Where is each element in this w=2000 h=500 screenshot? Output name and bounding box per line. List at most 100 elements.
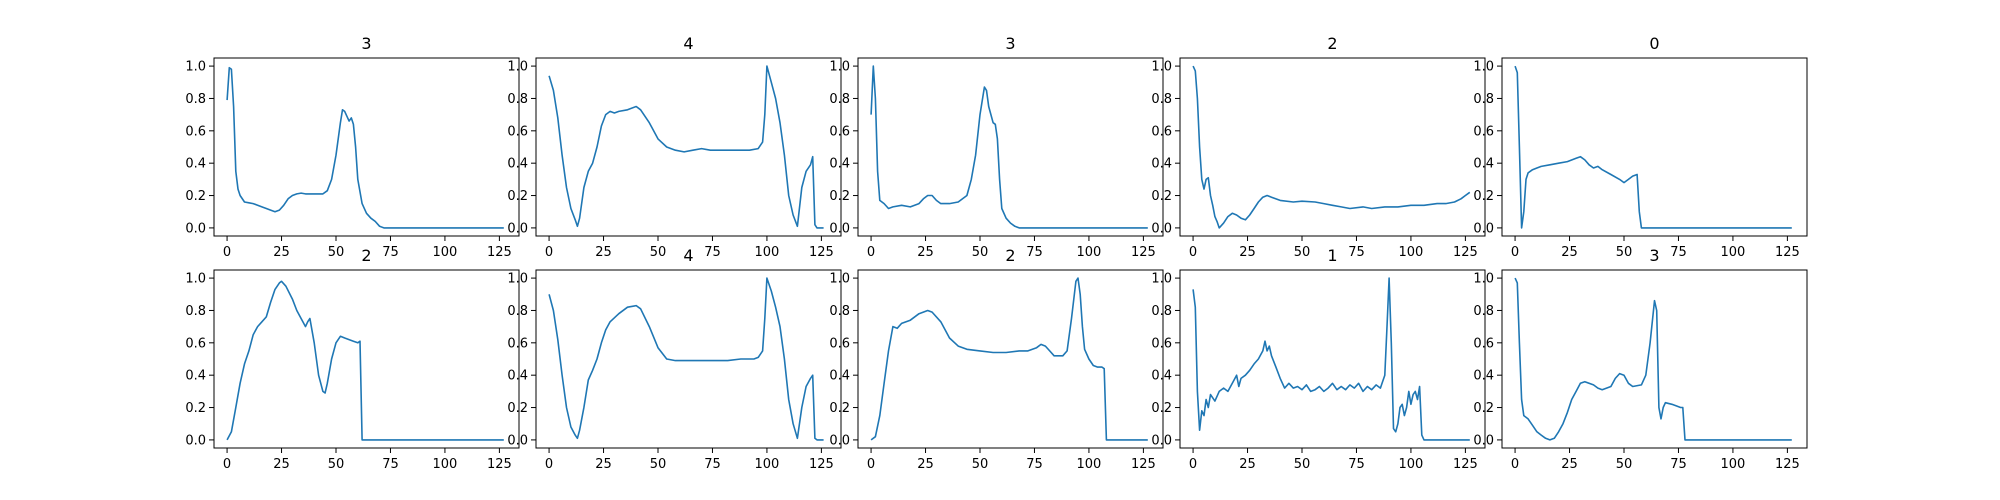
y-tick-label: 0.2 [507,189,528,204]
x-tick-label: 50 [650,457,667,472]
subplot-title: 1 [1327,246,1337,265]
x-tick-label: 125 [1775,457,1800,472]
x-tick-label: 0 [1189,245,1197,260]
y-tick-label: 0.0 [507,433,528,448]
series-line [870,277,1148,441]
y-tick-label: 0.0 [185,221,206,236]
y-tick-label: 1.0 [829,60,850,75]
series-line [1514,277,1792,441]
x-tick-label: 50 [1616,245,1633,260]
x-tick-label: 0 [545,245,553,260]
y-tick-label: 0.2 [185,189,206,204]
x-tick-label: 100 [1721,457,1746,472]
x-tick-label: 75 [704,245,721,260]
plot-frame [213,57,520,237]
x-tick-label: 100 [1721,245,1746,260]
y-tick-label: 0.6 [829,124,850,139]
subplot-7: 4 0 25 50 75 100 125 0.0 0.2 0.4 0.6 0.8 1.0 [507,246,842,472]
x-tick-label: 75 [382,457,399,472]
y-tick-label: 1.0 [1151,272,1172,287]
x-tick-label: 100 [755,457,780,472]
x-tick-label: 75 [704,457,721,472]
subplot-5: 0 0 25 50 75 100 125 0.0 0.2 0.4 0.6 0.8 1.0 [1473,34,1808,260]
subplot-title: 4 [683,246,693,265]
x-tick-label: 25 [595,457,612,472]
y-tick-label: 0.0 [507,221,528,236]
subplot-10: 3 0 25 50 75 100 125 0.0 0.2 0.4 0.6 0.8 1.0 [1473,246,1808,472]
series-line [226,280,504,441]
x-tick-label: 0 [223,457,231,472]
y-tick-label: 0.4 [1473,157,1494,172]
series-line [226,66,504,229]
y-tick-label: 0.6 [507,336,528,351]
plot-frame [535,269,842,449]
y-tick-label: 1.0 [507,60,528,75]
y-tick-label: 0.8 [185,92,206,107]
x-tick-label: 25 [1239,457,1256,472]
y-tick-label: 0.6 [507,124,528,139]
x-tick-label: 100 [1077,457,1102,472]
x-tick-label: 50 [328,245,345,260]
y-tick-label: 0.2 [507,401,528,416]
y-tick-label: 0.6 [1473,336,1494,351]
x-tick-label: 75 [1026,457,1043,472]
x-tick-label: 100 [433,245,458,260]
x-tick-label: 125 [1131,245,1156,260]
subplot-title: 2 [361,246,371,265]
y-tick-label: 0.4 [829,369,850,384]
series-line [1192,277,1470,441]
y-tick-label: 0.0 [1151,221,1172,236]
y-tick-label: 0.0 [185,433,206,448]
subplot-1: 3 0 25 50 75 100 125 0.0 0.2 0.4 0.6 0.8 1.0 [185,34,520,260]
y-tick-label: 0.2 [1151,401,1172,416]
y-tick-label: 0.2 [1473,189,1494,204]
series-line [1514,65,1792,229]
y-tick-label: 0.6 [1151,336,1172,351]
x-tick-label: 50 [1294,245,1311,260]
y-tick-label: 0.4 [1473,369,1494,384]
y-tick-label: 1.0 [185,272,206,287]
y-tick-label: 0.8 [1151,304,1172,319]
subplot-title: 2 [1327,34,1337,53]
subplot-4: 2 0 25 50 75 100 125 0.0 0.2 0.4 0.6 0.8 1.0 [1151,34,1486,260]
x-tick-label: 125 [1453,245,1478,260]
y-tick-label: 0.4 [1151,369,1172,384]
plot-frame [213,269,520,449]
subplot-2: 4 0 25 50 75 100 125 0.0 0.2 0.4 0.6 0.8 1.0 [507,34,842,260]
x-tick-label: 75 [1348,457,1365,472]
x-tick-label: 0 [867,457,875,472]
plot-frame [535,57,842,237]
x-tick-label: 0 [1511,245,1519,260]
subplot-9: 1 0 25 50 75 100 125 0.0 0.2 0.4 0.6 0.8 1.0 [1151,246,1486,472]
x-tick-label: 100 [1077,245,1102,260]
y-tick-label: 0.0 [1151,433,1172,448]
y-tick-label: 0.0 [829,221,850,236]
x-tick-label: 125 [809,245,834,260]
y-tick-label: 0.6 [185,336,206,351]
x-tick-label: 25 [917,245,934,260]
series-line [1192,65,1471,229]
x-tick-label: 25 [595,245,612,260]
series-line [548,277,824,441]
x-tick-label: 0 [223,245,231,260]
plot-frame [1179,57,1486,237]
x-tick-label: 125 [487,245,512,260]
y-tick-label: 1.0 [1473,272,1494,287]
x-tick-label: 50 [972,457,989,472]
series-line [870,65,1148,229]
y-tick-label: 1.0 [507,272,528,287]
x-tick-label: 125 [1775,245,1800,260]
y-tick-label: 0.4 [185,369,206,384]
subplot-8: 2 0 25 50 75 100 125 0.0 0.2 0.4 0.6 0.8 1.0 [829,246,1164,472]
x-tick-label: 0 [1189,457,1197,472]
y-tick-label: 0.4 [507,369,528,384]
y-tick-label: 0.8 [1473,92,1494,107]
y-tick-label: 0.2 [829,401,850,416]
y-tick-label: 0.0 [1473,221,1494,236]
subplot-title: 3 [1649,246,1659,265]
y-tick-label: 0.8 [829,304,850,319]
x-tick-label: 125 [1453,457,1478,472]
y-tick-label: 0.8 [507,304,528,319]
y-tick-label: 0.8 [1473,304,1494,319]
